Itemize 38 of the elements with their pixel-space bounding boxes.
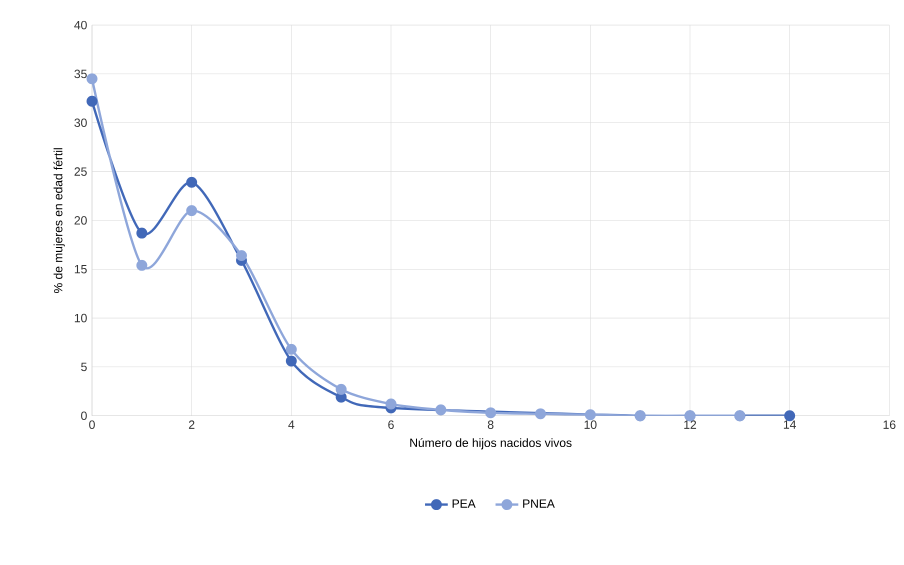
point — [286, 344, 297, 355]
point — [336, 384, 347, 395]
x-tick-label: 0 — [89, 420, 95, 429]
x-tick-label: 14 — [784, 420, 796, 429]
x-tick-label: 6 — [388, 420, 394, 429]
y-tick-label: 5 — [81, 362, 87, 372]
point — [435, 404, 446, 416]
x-tick-label: 10 — [584, 420, 597, 429]
point — [186, 205, 198, 216]
y-tick-label: 30 — [74, 118, 87, 127]
point — [584, 409, 596, 420]
point — [386, 398, 396, 410]
legend-label: PEA — [452, 499, 476, 508]
point — [236, 250, 247, 261]
point — [86, 73, 98, 84]
point — [86, 96, 98, 107]
point — [485, 407, 496, 418]
y-tick-label: 0 — [81, 411, 87, 420]
x-axis-title: Número de hijos nacidos vivos — [410, 438, 572, 450]
y-tick-label: 20 — [74, 216, 87, 225]
x-tick-label: 2 — [188, 420, 194, 429]
y-tick-label: 15 — [74, 265, 87, 274]
point — [784, 410, 796, 422]
point — [186, 176, 198, 188]
point — [136, 260, 148, 271]
y-axis-title: % de mujeres en edad fértil — [53, 148, 65, 293]
legend-label: PNEA — [523, 499, 555, 508]
y-tick-label: 10 — [74, 314, 87, 322]
y-tick-label: 35 — [74, 70, 87, 78]
point — [286, 356, 297, 366]
point — [535, 408, 546, 420]
x-tick-label: 16 — [884, 420, 896, 429]
x-tick-label: 4 — [288, 420, 294, 429]
point — [136, 228, 148, 239]
x-tick-label: 12 — [684, 420, 696, 429]
y-tick-label: 40 — [74, 20, 87, 30]
x-tick-label: 8 — [488, 420, 494, 429]
y-tick-label: 25 — [74, 167, 87, 176]
